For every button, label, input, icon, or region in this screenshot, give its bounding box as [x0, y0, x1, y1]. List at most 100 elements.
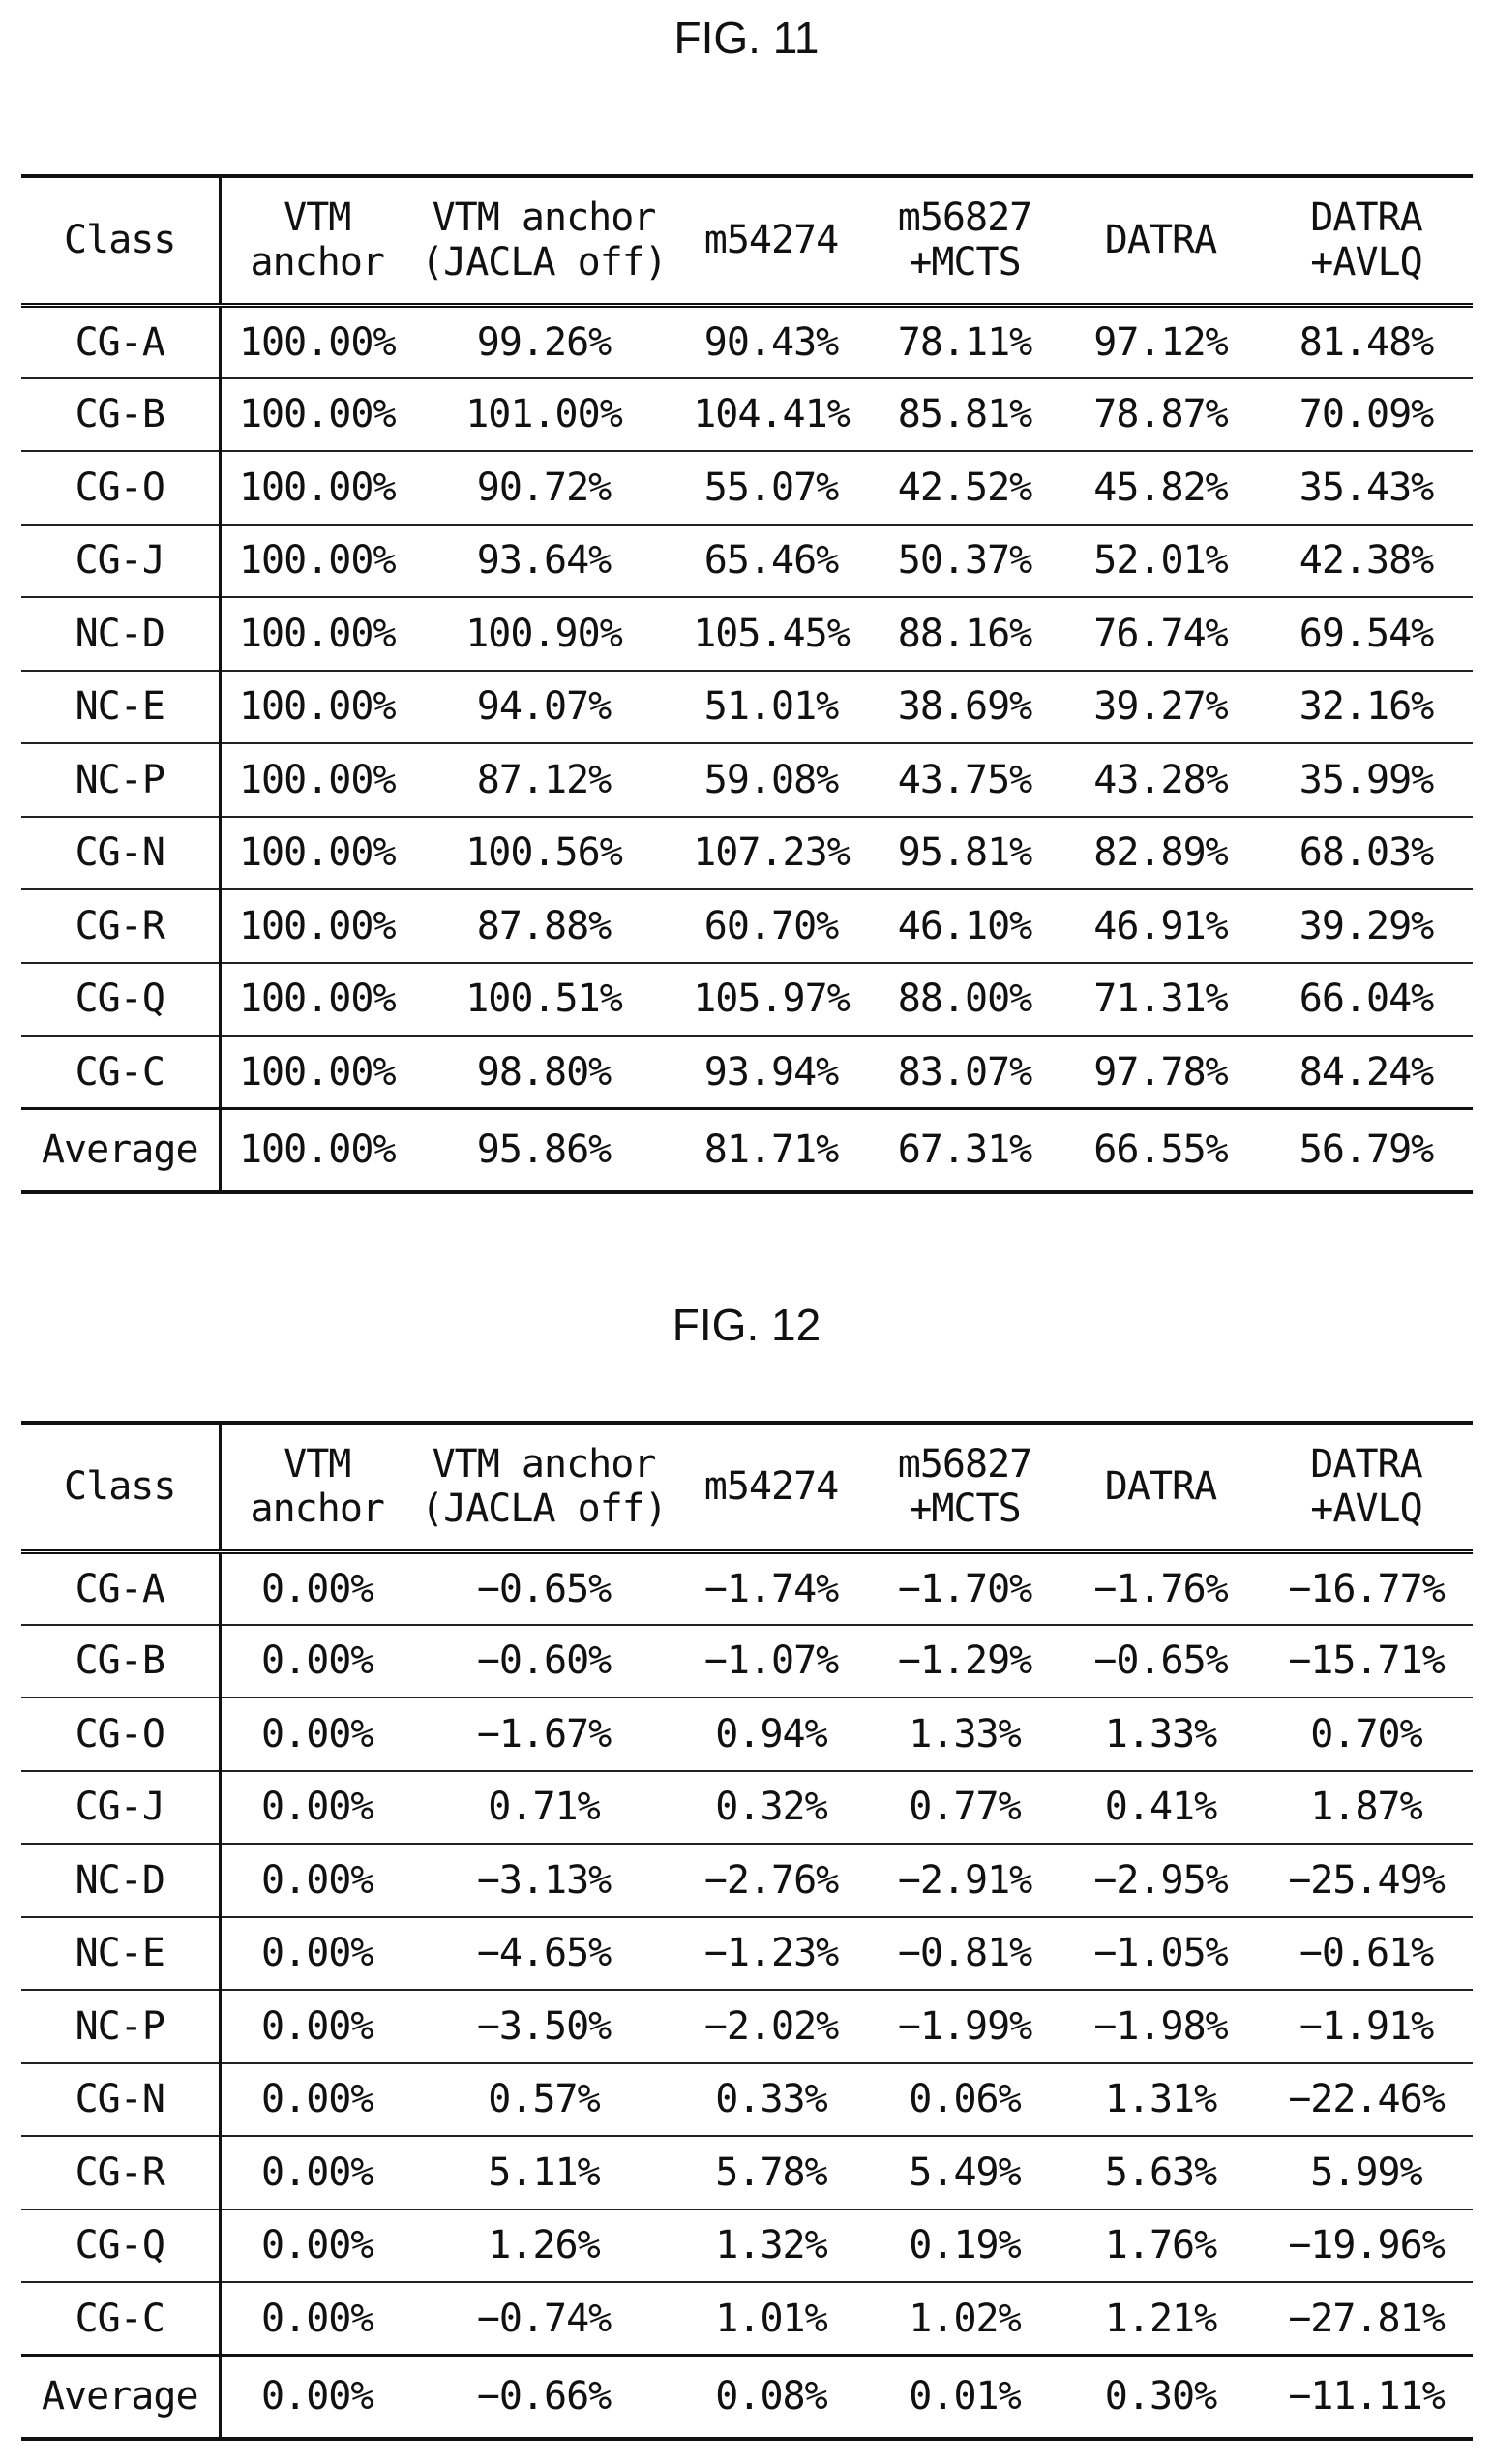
table-cell: 0.32% — [715, 1785, 827, 1830]
table-cell: 35.43% — [1299, 465, 1435, 510]
table-cell: 46.10% — [897, 903, 1033, 948]
table-cell: −2.91% — [897, 1857, 1033, 1903]
table-cell: 0.19% — [909, 2223, 1021, 2269]
column-header-line: DATRA — [1104, 218, 1217, 263]
table-cell: 105.45% — [693, 611, 851, 656]
table-cell: −2.02% — [703, 2003, 840, 2049]
table-row: CG-R 100.00% 87.88% 60.70% 46.10% 46.91% 39.29… — [21, 889, 1473, 963]
row-class-label: CG-N — [21, 816, 222, 889]
table-body: CG-A 0.00% −0.65% −1.74% −1.70% −1.76% −16.77%… — [21, 1551, 1473, 2439]
table-cell: 0.00% — [261, 2296, 373, 2341]
table-cell: 5.63% — [1104, 2149, 1217, 2195]
table-row: CG-C 0.00% −0.74% 1.01% 1.02% 1.21% −27.81% — [21, 2282, 1473, 2356]
table-cell: −3.13% — [476, 1857, 612, 1903]
row-class-label: CG-A — [21, 1551, 222, 1625]
table-cell: 0.00% — [261, 2149, 373, 2195]
table-cell: 39.29% — [1299, 903, 1435, 948]
column-header: Class — [21, 1421, 222, 1554]
column-header: DATRA — [1061, 174, 1260, 308]
table-cell: 55.07% — [703, 465, 840, 510]
table-cell: 1.76% — [1104, 2223, 1217, 2269]
table-cell: 81.48% — [1299, 319, 1435, 365]
column-header: m54274 — [674, 1421, 868, 1554]
column-header: VTM anchor — [220, 174, 413, 308]
table-cell: 0.00% — [261, 2003, 373, 2049]
table-cell: 95.86% — [476, 1127, 612, 1173]
table-cell: −1.99% — [897, 2003, 1033, 2049]
average-row: Average 100.00% 95.86% 81.71% 67.31% 66.55% 56… — [21, 1108, 1473, 1192]
table-cell: −1.29% — [897, 1638, 1033, 1684]
table-cell: 70.09% — [1299, 392, 1435, 437]
column-header-line: anchor — [250, 240, 385, 285]
column-header-line: +AVLQ — [1310, 1487, 1422, 1532]
table-cell: −22.46% — [1288, 2077, 1446, 2122]
table-row: CG-O 0.00% −1.67% 0.94% 1.33% 1.33% 0.70% — [21, 1698, 1473, 1771]
column-header-line: m54274 — [703, 1464, 840, 1510]
table-cell: 1.33% — [1104, 1711, 1217, 1757]
table-row: CG-J 100.00% 93.64% 65.46% 50.37% 52.01% 42.38… — [21, 524, 1473, 597]
table-cell: 0.00% — [261, 1638, 373, 1684]
table-cell: 87.12% — [476, 757, 612, 802]
row-class-label: CG-R — [21, 889, 222, 963]
table-cell: 0.30% — [1104, 2374, 1217, 2419]
table-cell: 0.00% — [261, 1566, 373, 1611]
table-cell: 0.57% — [488, 2077, 600, 2122]
table-cell: 0.01% — [909, 2374, 1021, 2419]
row-class-label: CG-A — [21, 305, 222, 378]
table-cell: 5.11% — [488, 2149, 600, 2195]
table-cell: 98.80% — [476, 1049, 612, 1095]
row-class-label: CG-Q — [21, 962, 222, 1036]
table-cell: 5.78% — [715, 2149, 827, 2195]
table-cell: 100.00% — [238, 538, 397, 584]
table-cell: 100.00% — [238, 465, 397, 510]
table-cell: −0.74% — [476, 2296, 612, 2341]
table-cell: 0.06% — [909, 2077, 1021, 2122]
table-cell: 99.26% — [476, 319, 612, 365]
table-cell: −19.96% — [1288, 2223, 1446, 2269]
table-cell: 0.41% — [1104, 1785, 1217, 1830]
table-cell: 52.01% — [1093, 538, 1229, 584]
table-cell: 0.77% — [909, 1785, 1021, 1830]
table-cell: −0.65% — [1093, 1638, 1229, 1684]
table-cell: −11.11% — [1288, 2374, 1446, 2419]
column-header-line: Class — [64, 218, 176, 263]
table-cell: 38.69% — [897, 684, 1033, 730]
table-header: Class VTM anchor VTM anchor (JACLA off) m5427… — [21, 1421, 1473, 1554]
table-cell: 1.32% — [715, 2223, 827, 2269]
figure-11-table: Class VTM anchor VTM anchor (JACLA off) m5427… — [21, 174, 1473, 1194]
table-cell: 46.91% — [1093, 903, 1229, 948]
row-class-label: CG-J — [21, 1770, 222, 1844]
table-cell: 0.00% — [261, 1711, 373, 1757]
table-cell: 100.00% — [238, 903, 397, 948]
column-header: m54274 — [674, 174, 868, 308]
table-cell: 93.64% — [476, 538, 612, 584]
column-header: DATRA +AVLQ — [1260, 174, 1473, 308]
column-header: Class — [21, 174, 222, 308]
column-header-line: anchor — [250, 1487, 385, 1532]
table-cell: 81.71% — [703, 1127, 840, 1173]
table-cell: 0.33% — [715, 2077, 827, 2122]
row-class-label: CG-Q — [21, 2209, 222, 2282]
column-header: VTM anchor (JACLA off) — [413, 1421, 674, 1554]
table-cell: 0.71% — [488, 1785, 600, 1830]
table-cell: −1.70% — [897, 1566, 1033, 1611]
table-cell: 78.11% — [897, 319, 1033, 365]
table-cell: −1.76% — [1093, 1566, 1229, 1611]
column-header-line: VTM anchor — [432, 1442, 657, 1487]
table-cell: −0.65% — [476, 1566, 612, 1611]
row-class-label: NC-P — [21, 1990, 222, 2063]
table-cell: 100.00% — [238, 684, 397, 730]
table-cell: −1.91% — [1299, 2003, 1435, 2049]
row-class-label: CG-O — [21, 451, 222, 525]
column-header: VTM anchor — [220, 1421, 413, 1554]
table-cell: 66.04% — [1299, 977, 1435, 1022]
table-row: CG-A 100.00% 99.26% 90.43% 78.11% 97.12% 81.48… — [21, 305, 1473, 378]
table-cell: 100.00% — [238, 392, 397, 437]
table-cell: 78.87% — [1093, 392, 1229, 437]
row-class-label: CG-C — [21, 1036, 222, 1109]
table-cell: −27.81% — [1288, 2296, 1446, 2341]
table-cell: 82.89% — [1093, 830, 1229, 876]
table-cell: 0.08% — [715, 2374, 827, 2419]
table-cell: 60.70% — [703, 903, 840, 948]
row-class-label: CG-B — [21, 1624, 222, 1698]
